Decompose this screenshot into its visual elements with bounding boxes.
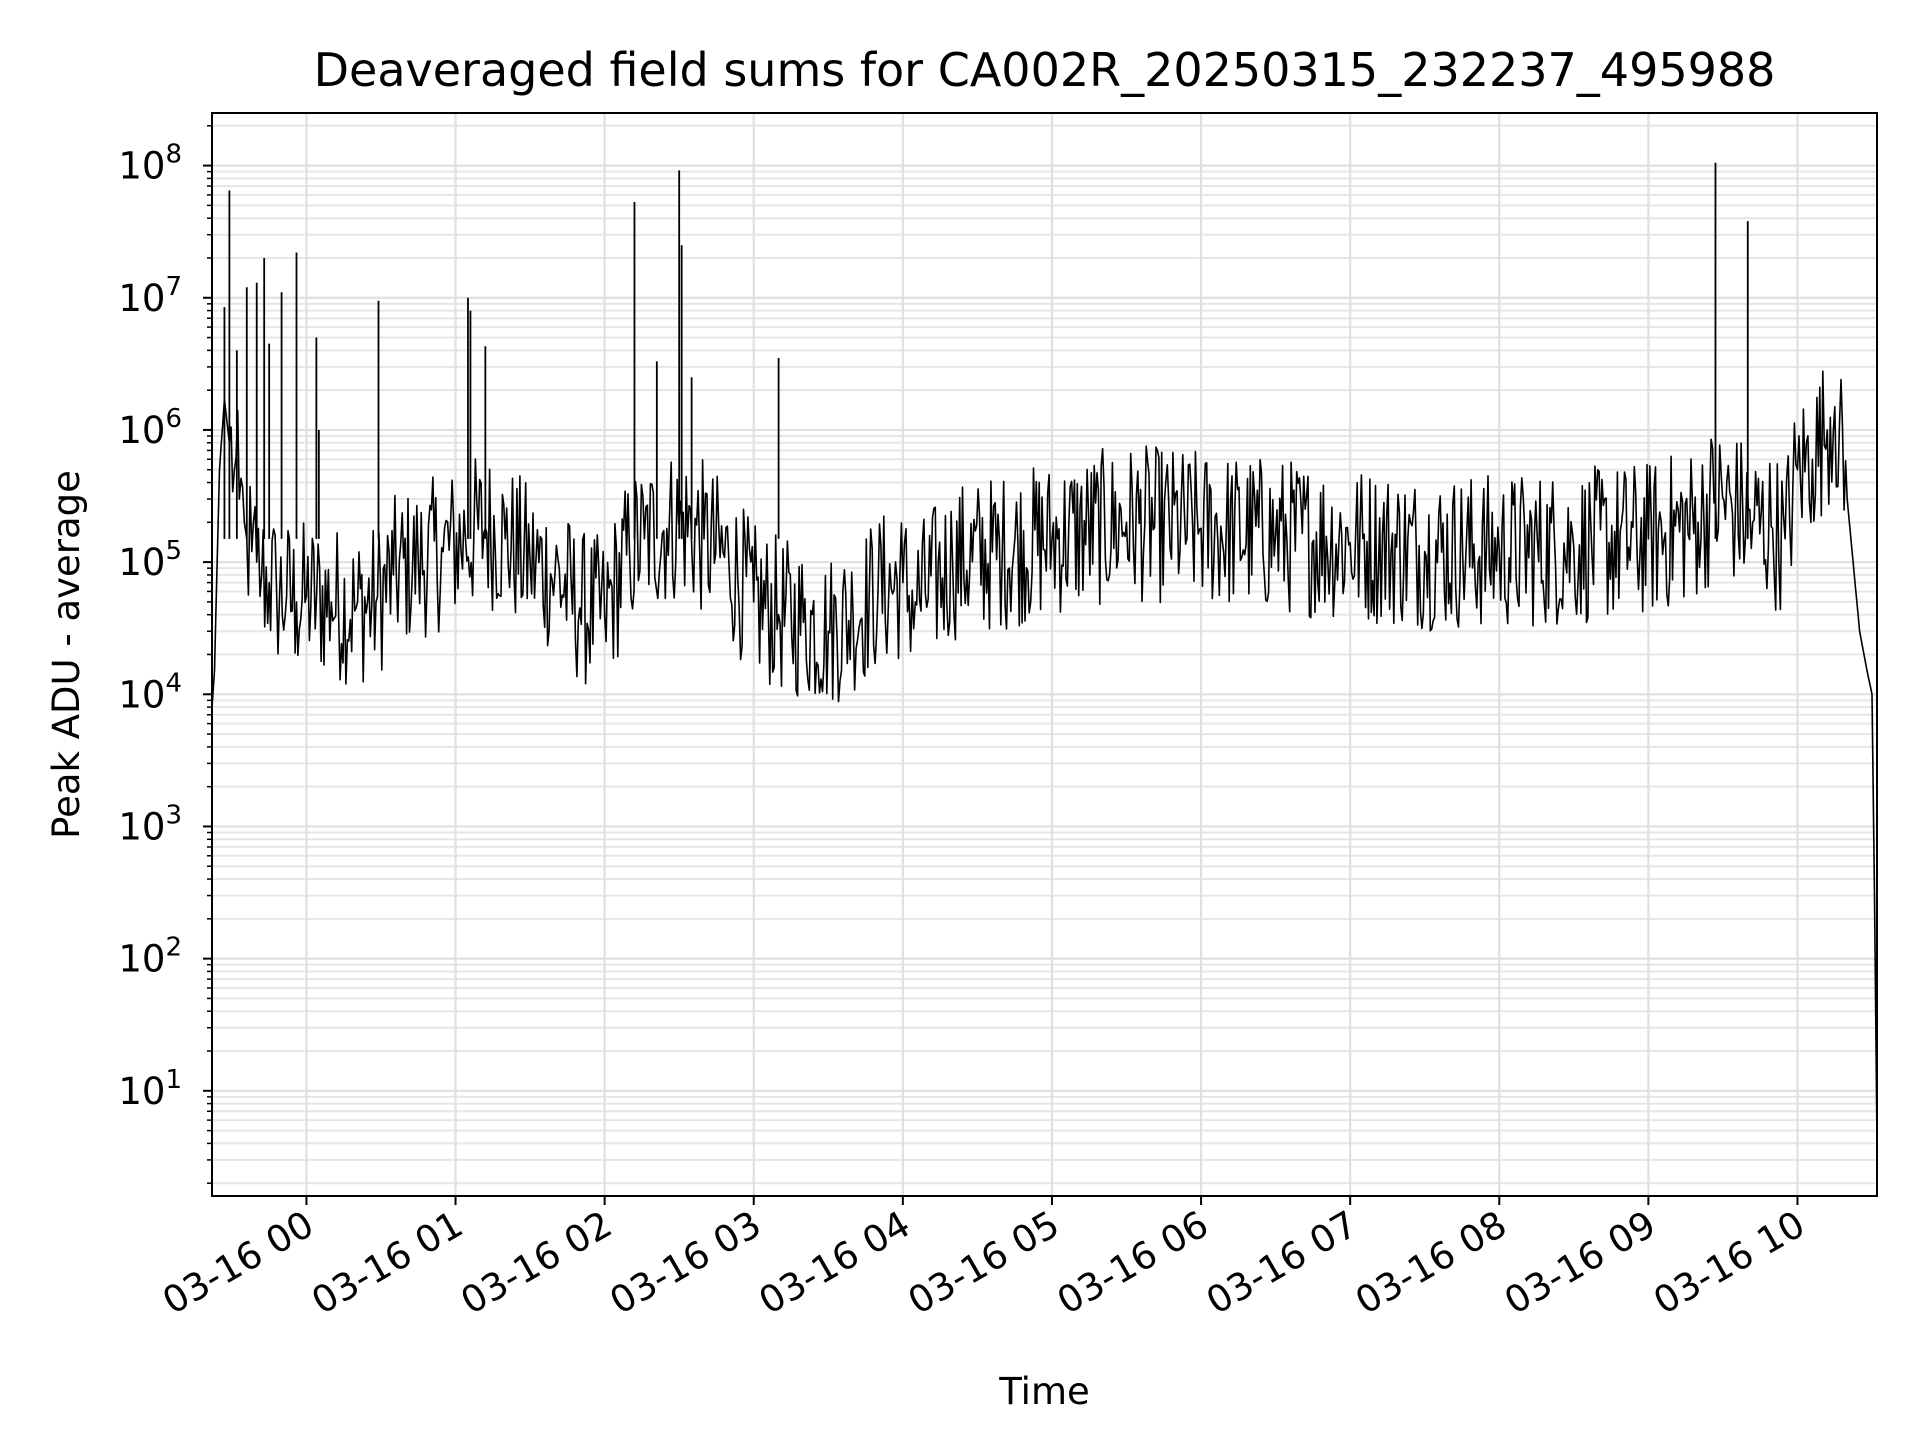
y-tick-label: 103 — [118, 800, 182, 848]
x-tick-label: 03-16 07 — [1199, 1203, 1365, 1323]
x-tick-label: 03-16 08 — [1348, 1203, 1514, 1323]
y-tick-label: 108 — [118, 140, 182, 188]
y-tick-label: 102 — [118, 933, 182, 981]
y-tick-label: 106 — [118, 404, 182, 452]
series-line — [211, 370, 1878, 1144]
x-tick-label: 03-16 01 — [304, 1203, 470, 1323]
y-tick-label: 107 — [118, 272, 182, 320]
chart-title: Deaveraged field sums for CA002R_2025031… — [314, 43, 1776, 97]
grid-lines — [212, 113, 1877, 1196]
x-tick-label: 03-16 09 — [1497, 1203, 1663, 1323]
y-axis-label: Peak ADU - average — [45, 470, 88, 839]
x-tick-label: 03-16 03 — [603, 1203, 769, 1323]
y-tick-label: 105 — [118, 536, 182, 584]
x-tick-label: 03-16 04 — [752, 1203, 918, 1323]
series-layer — [211, 162, 1878, 1144]
y-tick-label: 101 — [118, 1065, 182, 1113]
x-tick-label: 03-16 00 — [155, 1203, 321, 1323]
x-tick-label: 03-16 02 — [454, 1203, 620, 1323]
x-axis-label: Time — [998, 1370, 1090, 1413]
y-tick-label: 104 — [118, 668, 182, 716]
x-tick-label: 03-16 10 — [1646, 1203, 1812, 1323]
x-tick-label: 03-16 06 — [1050, 1203, 1216, 1323]
x-tick-label: 03-16 05 — [901, 1203, 1067, 1323]
